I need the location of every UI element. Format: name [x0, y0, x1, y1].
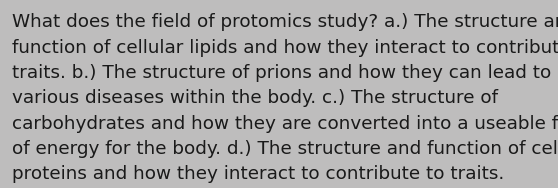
Text: of energy for the body. d.) The structure and function of cellular: of energy for the body. d.) The structur… — [12, 140, 558, 158]
Text: function of cellular lipids and how they interact to contribute to: function of cellular lipids and how they… — [12, 39, 558, 57]
Text: proteins and how they interact to contribute to traits.: proteins and how they interact to contri… — [12, 165, 504, 183]
Text: various diseases within the body. c.) The structure of: various diseases within the body. c.) Th… — [12, 89, 498, 107]
Text: carbohydrates and how they are converted into a useable form: carbohydrates and how they are converted… — [12, 115, 558, 133]
Text: What does the field of protomics study? a.) The structure and: What does the field of protomics study? … — [12, 13, 558, 31]
Text: traits. b.) The structure of prions and how they can lead to: traits. b.) The structure of prions and … — [12, 64, 551, 82]
